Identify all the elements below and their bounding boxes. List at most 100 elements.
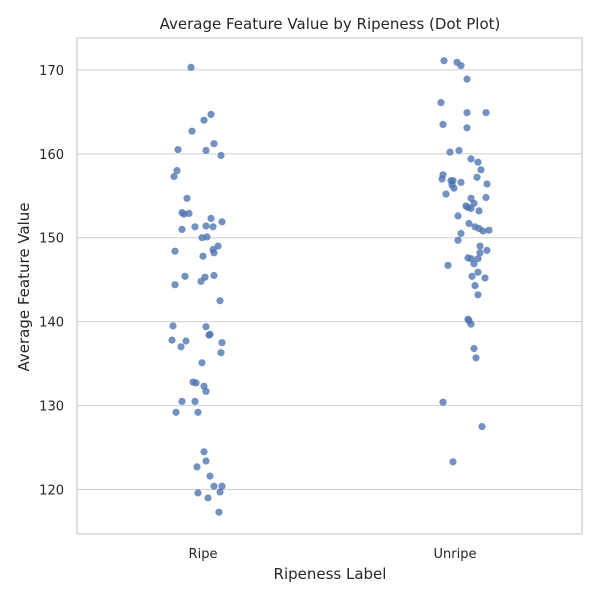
data-point-unripe (463, 124, 471, 132)
x-tick-labels: Ripe Unripe (189, 547, 477, 562)
data-point-unripe (474, 158, 482, 166)
data-point-unripe (477, 166, 485, 174)
data-point-unripe (457, 178, 465, 186)
data-point-ripe (202, 222, 210, 230)
y-tick-labels: 120 130 140 150 160 170 (39, 64, 64, 499)
data-point-unripe (474, 268, 482, 276)
data-point-ripe (218, 482, 226, 490)
data-point-ripe (168, 336, 176, 344)
data-point-ripe (210, 140, 218, 148)
data-point-ripe (170, 172, 178, 181)
data-point-unripe (439, 398, 447, 406)
grid-layer (77, 69, 582, 491)
y-tick-label: 120 (39, 484, 64, 499)
data-point-unripe (482, 193, 490, 202)
data-point-unripe (472, 354, 480, 362)
data-point-unripe (479, 227, 487, 235)
data-point-unripe (465, 219, 473, 228)
data-point-ripe (216, 297, 224, 305)
y-axis-label: Average Feature Value (15, 202, 33, 371)
y-tick-label: 140 (39, 316, 64, 331)
data-point-unripe (473, 173, 481, 181)
y-tick-label: 150 (39, 232, 64, 247)
data-point-ripe (183, 194, 191, 202)
data-point-ripe (210, 482, 218, 490)
data-point-ripe (210, 271, 218, 280)
data-point-ripe (204, 494, 212, 502)
data-point-unripe (442, 190, 450, 198)
data-point-unripe (444, 261, 452, 269)
data-point-unripe (483, 180, 491, 188)
data-point-unripe (440, 57, 448, 65)
data-point-ripe (202, 387, 210, 395)
data-point-ripe (209, 223, 217, 231)
data-point-ripe (182, 337, 190, 345)
data-point-unripe (482, 109, 490, 117)
data-point-unripe (471, 282, 479, 290)
data-point-unripe (457, 229, 465, 238)
data-point-unripe (468, 272, 476, 280)
data-point-unripe (438, 175, 446, 183)
data-point-ripe (198, 359, 206, 367)
data-point-unripe (478, 423, 486, 431)
data-point-ripe (172, 408, 180, 416)
data-point-ripe (217, 349, 225, 357)
data-point-ripe (188, 127, 196, 135)
data-point-ripe (218, 218, 226, 226)
data-point-ripe (191, 397, 199, 405)
data-point-ripe (200, 116, 208, 124)
data-point-unripe (476, 242, 484, 250)
data-point-unripe (437, 99, 445, 107)
chart-title: Average Feature Value by Ripeness (Dot P… (160, 15, 501, 33)
data-point-ripe (185, 209, 193, 217)
data-points (168, 57, 493, 516)
data-point-ripe (192, 379, 200, 387)
data-point-ripe (181, 272, 189, 280)
data-point-ripe (218, 339, 226, 347)
data-point-unripe (439, 120, 447, 128)
data-point-unripe (470, 260, 478, 268)
data-point-ripe (199, 252, 207, 260)
data-point-unripe (450, 184, 458, 192)
data-point-unripe (454, 236, 462, 244)
data-point-unripe (467, 320, 475, 328)
data-point-unripe (463, 75, 471, 83)
data-point-unripe (476, 249, 484, 257)
data-point-unripe (483, 246, 491, 254)
y-tick-label: 130 (39, 400, 64, 415)
data-point-ripe (171, 281, 179, 289)
data-point-ripe (171, 247, 179, 255)
data-point-ripe (174, 146, 182, 154)
data-point-unripe (474, 291, 482, 299)
data-point-ripe (217, 151, 225, 160)
x-tick-label: Unripe (434, 547, 477, 562)
data-point-unripe (457, 62, 465, 70)
data-point-ripe (207, 214, 215, 222)
data-point-unripe (446, 148, 454, 156)
data-point-unripe (470, 344, 478, 353)
data-point-ripe (202, 323, 210, 331)
data-point-ripe (194, 489, 202, 497)
data-point-ripe (207, 110, 215, 118)
data-point-ripe (173, 167, 181, 175)
data-point-unripe (454, 212, 462, 220)
data-point-ripe (202, 457, 210, 465)
y-tick-label: 160 (39, 148, 64, 163)
data-point-ripe (191, 223, 199, 231)
data-point-ripe (194, 408, 202, 416)
data-point-ripe (197, 277, 205, 285)
data-point-ripe (203, 233, 211, 241)
data-point-ripe (215, 508, 223, 516)
data-point-unripe (467, 204, 475, 212)
data-point-unripe (485, 226, 493, 234)
data-point-ripe (177, 343, 185, 351)
data-point-ripe (210, 249, 218, 257)
data-point-unripe (467, 155, 475, 163)
y-tick-label: 170 (39, 64, 64, 79)
data-point-ripe (169, 322, 177, 330)
data-point-ripe (178, 397, 186, 405)
data-point-ripe (206, 472, 214, 480)
x-axis-label: Ripeness Label (274, 565, 387, 583)
data-point-ripe (202, 146, 210, 155)
